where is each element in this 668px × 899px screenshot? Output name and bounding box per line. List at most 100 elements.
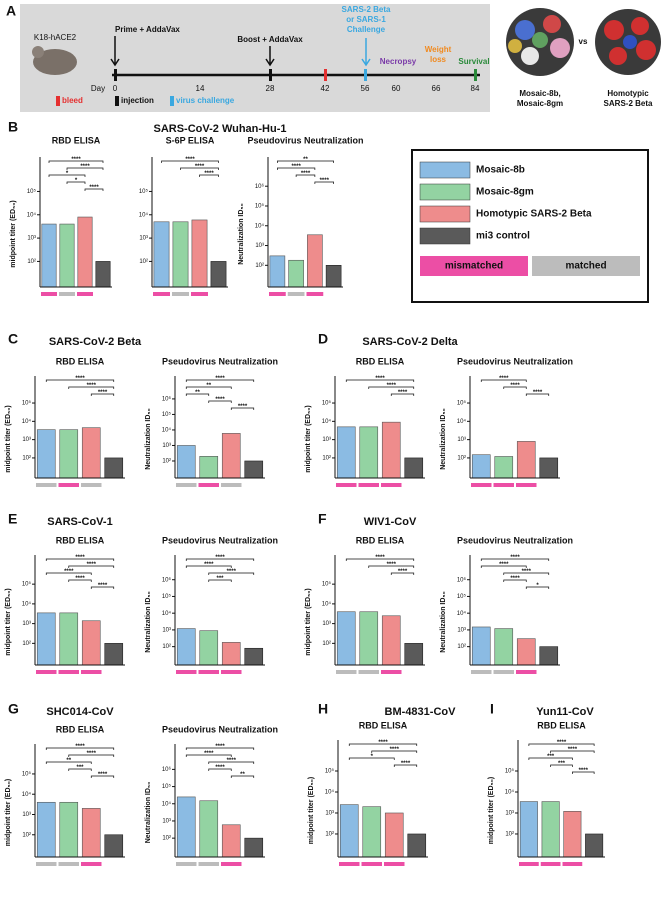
legend-swatch: [419, 205, 471, 223]
bar: [384, 812, 404, 858]
bar: [104, 457, 124, 479]
match-bar: [77, 292, 93, 296]
match-bar: [516, 670, 537, 674]
panel-title: WIV1-CoV: [364, 516, 417, 528]
chart: Pseudovirus Neutralization Neutralization…: [145, 356, 278, 487]
significance-label: ****: [401, 761, 411, 767]
significance-bracket: [572, 771, 595, 774]
chart: RBD ELISA midpoint titer (ED₅₀) 10² 10³ 10⁴ 1…: [305, 535, 425, 674]
y-tick-label: 10⁵: [162, 593, 172, 600]
significance-bracket: [185, 565, 232, 568]
significance-bracket: [185, 386, 232, 389]
particle-label: SARS-2 Beta: [604, 99, 653, 108]
bar: [191, 219, 208, 288]
match-bar: [358, 670, 379, 674]
panel-letter: A: [6, 3, 16, 19]
y-tick-label: 10⁵: [325, 768, 335, 775]
day-label: Day: [91, 84, 105, 93]
significance-bracket: [230, 775, 255, 778]
match-bar: [81, 670, 102, 674]
chart-title: Pseudovirus Neutralization: [162, 724, 278, 734]
bar: [362, 806, 382, 858]
chart-title: Pseudovirus Neutralization: [162, 535, 278, 545]
chart-title: RBD ELISA: [356, 535, 405, 545]
match-bar: [198, 862, 219, 866]
significance-label: ****: [215, 555, 225, 561]
y-tick-label: 10³: [255, 243, 264, 249]
y-axis-label: midpoint titer (ED₅₀): [5, 779, 12, 846]
significance-bracket: [45, 558, 115, 561]
chart-title: RBD ELISA: [56, 356, 105, 366]
y-axis-label: Neutralization ID₅₀: [145, 408, 152, 470]
legend-label: Homotypic SARS-2 Beta: [476, 209, 592, 220]
bar: [494, 456, 514, 479]
y-tick-label: 10⁴: [139, 211, 149, 218]
significance-label: ****: [320, 178, 330, 184]
y-tick-label: 10³: [325, 811, 334, 817]
match-label: matched: [565, 261, 606, 272]
bar: [104, 834, 124, 858]
match-bar: [176, 483, 197, 487]
key-label: bleed: [62, 96, 83, 105]
significance-bracket: [66, 167, 104, 170]
match-bar: [493, 670, 514, 674]
significance-label: ***: [547, 754, 555, 760]
match-bar: [176, 670, 197, 674]
bar: [539, 457, 559, 479]
significance-label: ****: [80, 164, 90, 170]
y-tick-label: 10⁴: [255, 222, 265, 229]
significance-label: ****: [87, 751, 97, 757]
significance-label: ****: [75, 555, 85, 561]
chart-title: RBD ELISA: [356, 356, 405, 366]
chart-title: RBD ELISA: [56, 535, 105, 545]
prime-label: Prime + AddaVax: [115, 25, 180, 34]
significance-bracket: [525, 586, 550, 589]
match-bar: [153, 292, 170, 296]
panel-letter: G: [8, 701, 19, 717]
chart-title: Pseudovirus Neutralization: [162, 356, 278, 366]
arrow: [265, 46, 275, 67]
bar: [288, 259, 304, 288]
chart-title: RBD ELISA: [537, 720, 586, 730]
significance-label: ****: [522, 569, 532, 575]
bar: [81, 427, 101, 479]
key-swatch: [170, 96, 174, 106]
bar: [59, 801, 79, 858]
match-bar: [384, 862, 405, 866]
significance-bracket: [345, 379, 415, 382]
y-tick-label: 10⁶: [162, 766, 172, 773]
significance-bracket: [199, 174, 219, 177]
panel-title: SHC014-CoV: [46, 706, 114, 718]
chart-title: RBD ELISA: [52, 135, 101, 145]
y-tick-label: 10³: [139, 236, 148, 242]
legend-swatch: [419, 161, 471, 179]
significance-label: ****: [387, 562, 397, 568]
day-tick: 0: [113, 84, 118, 93]
y-tick-label: 10²: [27, 259, 36, 265]
panel-letter: E: [8, 511, 17, 527]
significance-bracket: [208, 572, 255, 575]
significance-label: ****: [185, 157, 195, 163]
significance-bracket: [185, 754, 232, 757]
bar: [221, 433, 241, 479]
y-tick-label: 10⁴: [322, 418, 332, 425]
match-bar: [358, 483, 379, 487]
chart: Pseudovirus Neutralization Neutralization…: [238, 135, 364, 296]
legend-swatch: [419, 227, 471, 245]
match-bar: [36, 670, 57, 674]
match-bar: [336, 670, 357, 674]
significance-label: ****: [75, 744, 85, 750]
chart: RBD ELISA midpoint titer (ED₅₀) 10² 10³ 10⁴ 1…: [5, 724, 125, 866]
bar: [176, 445, 196, 479]
legend-box: [411, 149, 649, 303]
y-tick-label: 10⁵: [255, 203, 265, 210]
y-tick-label: 10³: [162, 443, 171, 449]
significance-bracket: [503, 386, 527, 389]
panel-title: SARS-CoV-2 Beta: [49, 336, 142, 348]
bar: [59, 223, 75, 288]
bar: [199, 630, 219, 666]
y-tick-label: 10⁴: [27, 211, 37, 218]
bar: [359, 611, 379, 666]
y-tick-label: 10⁴: [162, 610, 172, 617]
significance-label: ****: [533, 390, 543, 396]
